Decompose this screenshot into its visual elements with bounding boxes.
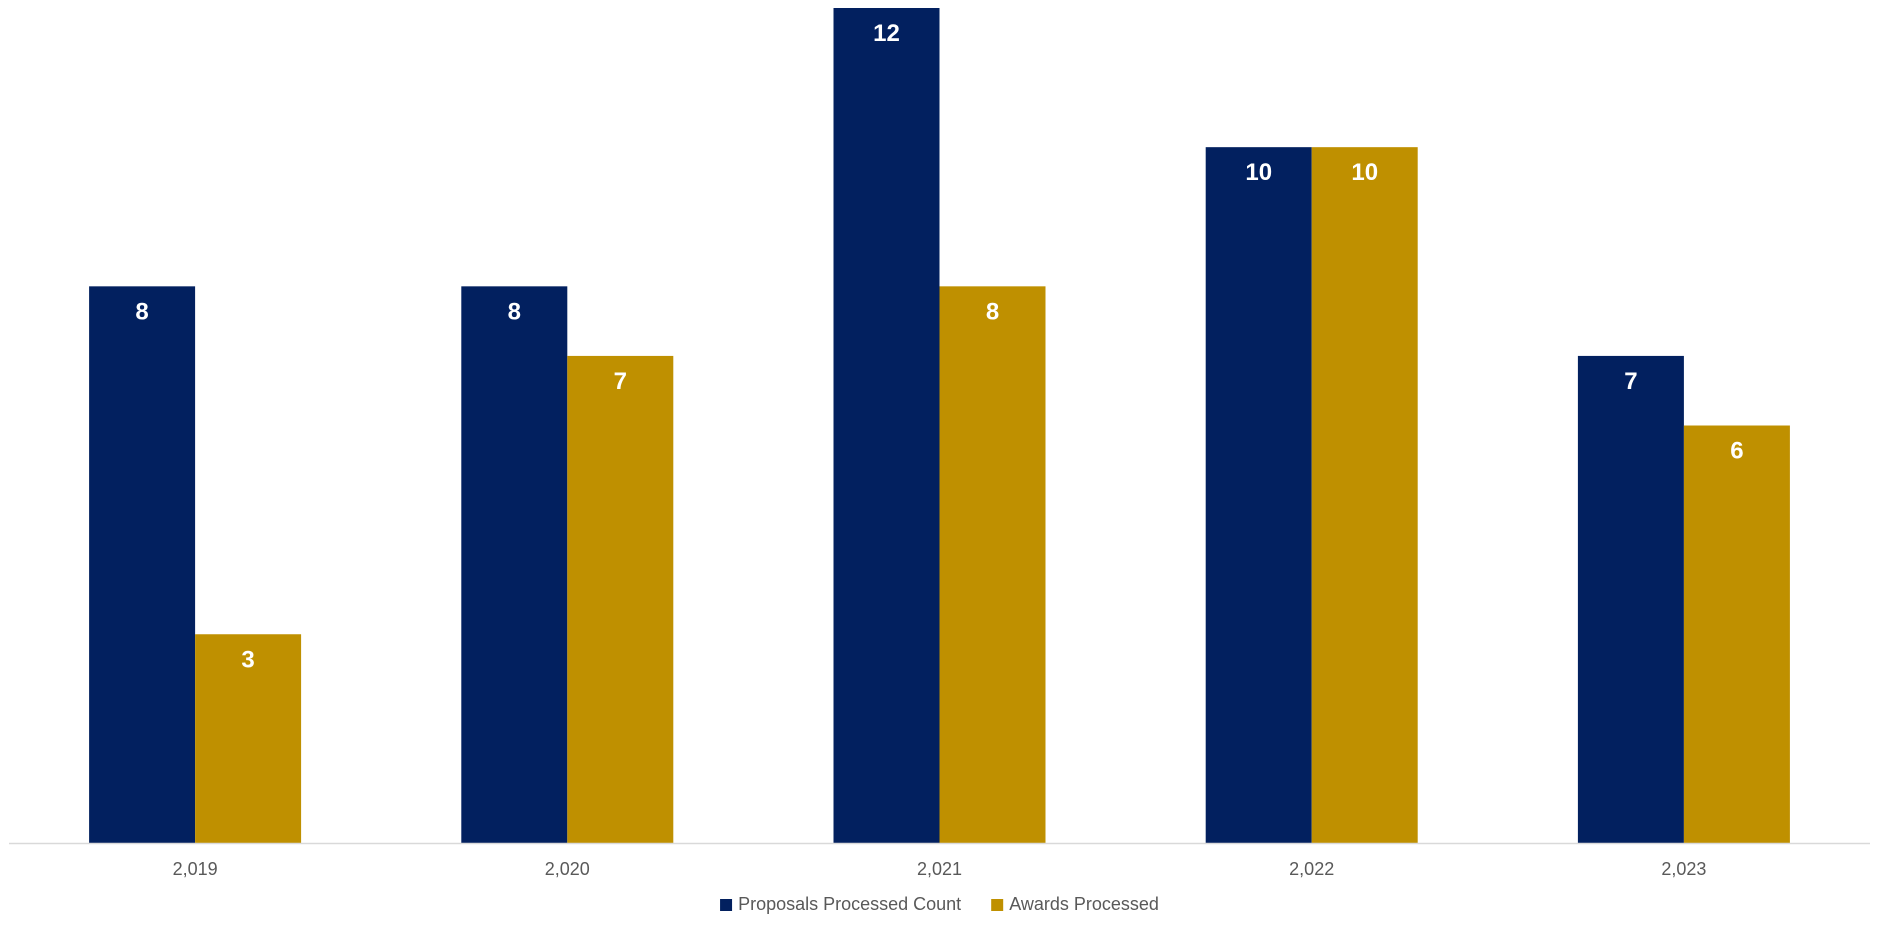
bars-layer [89,8,1790,843]
data-labels-layer: 8 3 8 7 12 8 10 10 7 6 [135,20,1743,673]
bar-awards-1 [567,355,674,843]
data-label-awards-2: 8 [986,298,999,325]
data-label-proposals-0: 8 [135,298,148,325]
legend-swatch-proposals [720,899,733,911]
bar-proposals-3 [1205,147,1312,843]
data-label-awards-3: 10 [1351,159,1378,186]
bar-proposals-4 [1577,355,1684,843]
bar-awards-0 [195,634,302,843]
bar-proposals-0 [89,286,196,843]
x-tick-label-0: 2,019 [173,859,218,879]
legend-swatch-awards [991,899,1004,911]
bar-awards-2 [939,286,1046,843]
data-label-awards-4: 6 [1730,438,1743,465]
x-tick-label-3: 2,022 [1289,859,1334,879]
x-tick-label-4: 2,023 [1661,859,1706,879]
legend-item-awards: Awards Processed [991,894,1159,914]
data-label-proposals-1: 8 [508,298,521,325]
data-label-awards-0: 3 [241,646,254,673]
legend: Proposals Processed Count Awards Processe… [720,894,1159,914]
legend-label-proposals: Proposals Processed Count [738,894,961,914]
legend-item-proposals: Proposals Processed Count [720,894,961,914]
bar-awards-4 [1683,425,1790,843]
data-label-proposals-2: 12 [873,20,900,47]
x-tick-labels: 2,019 2,020 2,021 2,022 2,023 [173,859,1707,879]
data-label-awards-1: 7 [614,368,627,395]
data-label-proposals-4: 7 [1624,368,1637,395]
data-label-proposals-3: 10 [1245,159,1272,186]
bar-proposals-2 [833,8,940,843]
x-tick-label-1: 2,020 [545,859,590,879]
bar-proposals-1 [461,286,568,843]
x-tick-label-2: 2,021 [917,859,962,879]
bar-awards-3 [1311,147,1418,843]
legend-label-awards: Awards Processed [1009,894,1159,914]
